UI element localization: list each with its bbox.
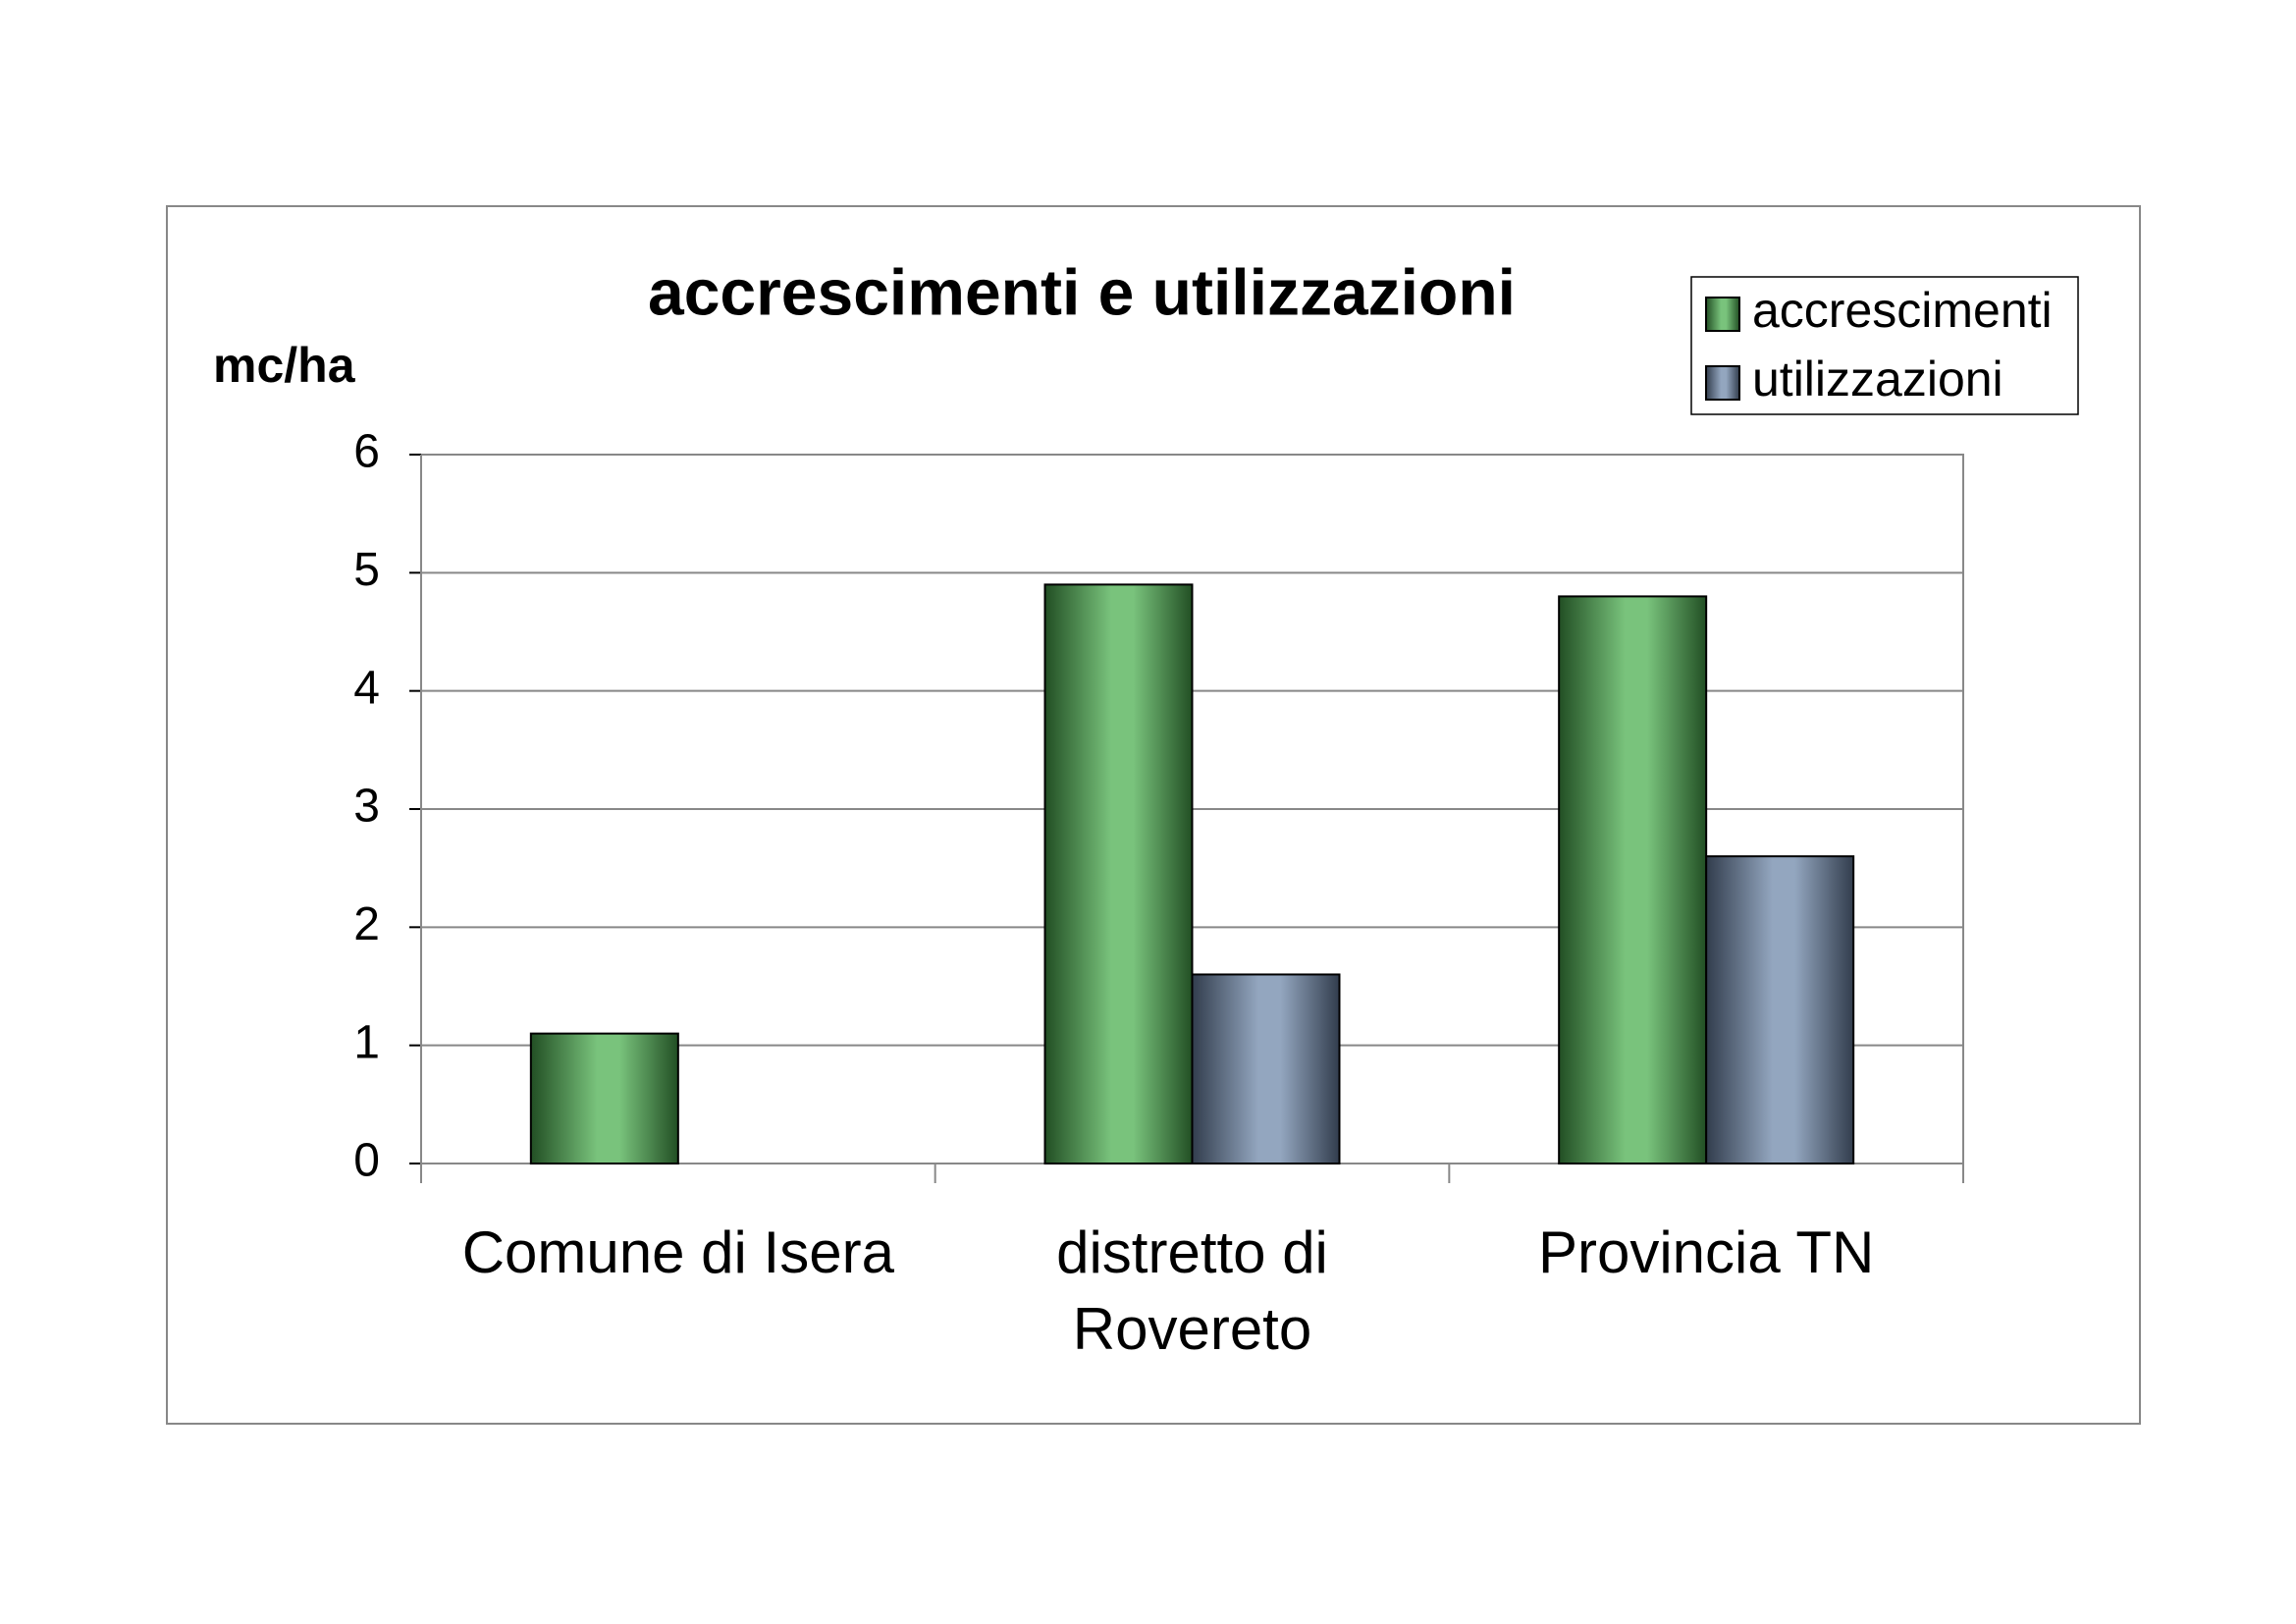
bar [1705, 855, 1855, 1165]
y-tick-label: 1 [353, 1016, 380, 1068]
legend-label: utilizzazioni [1752, 352, 2003, 406]
x-tick-label: Provincia TN [1538, 1219, 1874, 1285]
bar [1558, 595, 1708, 1164]
y-tick-label: 4 [353, 662, 380, 714]
legend-swatch [1705, 297, 1740, 332]
y-tick-label: 3 [353, 781, 380, 833]
legend-swatch [1705, 365, 1740, 401]
y-tick-label: 5 [353, 544, 380, 596]
legend-box [1690, 276, 2079, 415]
y-tick-label: 2 [353, 898, 380, 950]
y-axis-label: mc/ha [213, 338, 356, 393]
legend-label: accrescimenti [1752, 283, 2053, 338]
chart-title: accrescimenti e utilizzazioni [648, 255, 1516, 328]
bar [1043, 583, 1194, 1164]
y-tick-label: 0 [353, 1135, 380, 1187]
bar [1191, 973, 1341, 1165]
bar [529, 1032, 679, 1164]
x-tick-label: Comune di Isera [462, 1219, 895, 1285]
y-tick-label: 6 [353, 426, 380, 478]
x-tick-label: distretto di Rovereto [1056, 1219, 1328, 1362]
